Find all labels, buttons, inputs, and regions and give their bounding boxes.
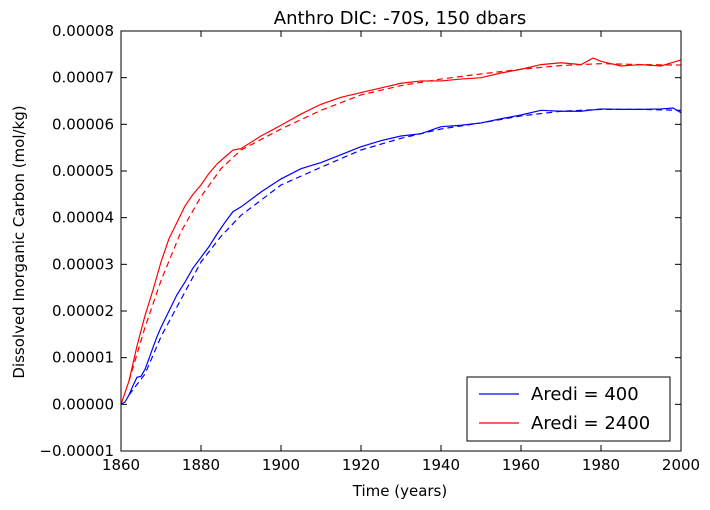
legend: Aredi = 400 Aredi = 2400 — [466, 376, 671, 442]
axis-ticks: 1860 1880 1900 1920 1940 1960 1980 2000 −0.00001… — [39, 22, 700, 474]
y-tick-label: 0.00007 — [52, 69, 114, 87]
y-axis-label: Dissolved Inorganic Carbon (mol/kg) — [10, 105, 28, 378]
series-line-0-solid — [120, 107, 682, 405]
x-tick-label: 2000 — [662, 456, 700, 474]
legend-label-aredi-400: Aredi = 400 — [531, 384, 639, 405]
legend-label-aredi-2400: Aredi = 2400 — [531, 413, 650, 434]
x-tick-label: 1980 — [582, 456, 620, 474]
y-tick-label: 0.00004 — [52, 209, 114, 227]
x-axis-label: Time (years) — [352, 482, 447, 500]
y-tick-label: 0.00000 — [52, 395, 114, 413]
plot-lines — [120, 57, 682, 405]
x-tick-label: 1860 — [102, 456, 140, 474]
plot-frame — [120, 30, 682, 452]
y-tick-label: −0.00001 — [39, 442, 114, 460]
series-line-1-dashed — [128, 108, 682, 396]
series-line-2-solid — [120, 57, 682, 405]
y-tick-label: 0.00005 — [52, 162, 114, 180]
y-tick-label: 0.00001 — [52, 349, 114, 367]
chart-title: Anthro DIC: -70S, 150 dbars — [274, 8, 526, 29]
x-tick-label: 1880 — [182, 456, 220, 474]
y-tick-label: 0.00008 — [52, 22, 114, 40]
x-tick-label: 1920 — [342, 456, 380, 474]
x-tick-label: 1940 — [422, 456, 460, 474]
y-tick-label: 0.00006 — [52, 115, 114, 133]
series-line-3-dashed — [128, 63, 682, 382]
x-tick-label: 1960 — [502, 456, 540, 474]
legend-box — [466, 376, 671, 442]
y-tick-label: 0.00002 — [52, 302, 114, 320]
y-tick-label: 0.00003 — [52, 255, 114, 273]
x-tick-label: 1900 — [262, 456, 300, 474]
